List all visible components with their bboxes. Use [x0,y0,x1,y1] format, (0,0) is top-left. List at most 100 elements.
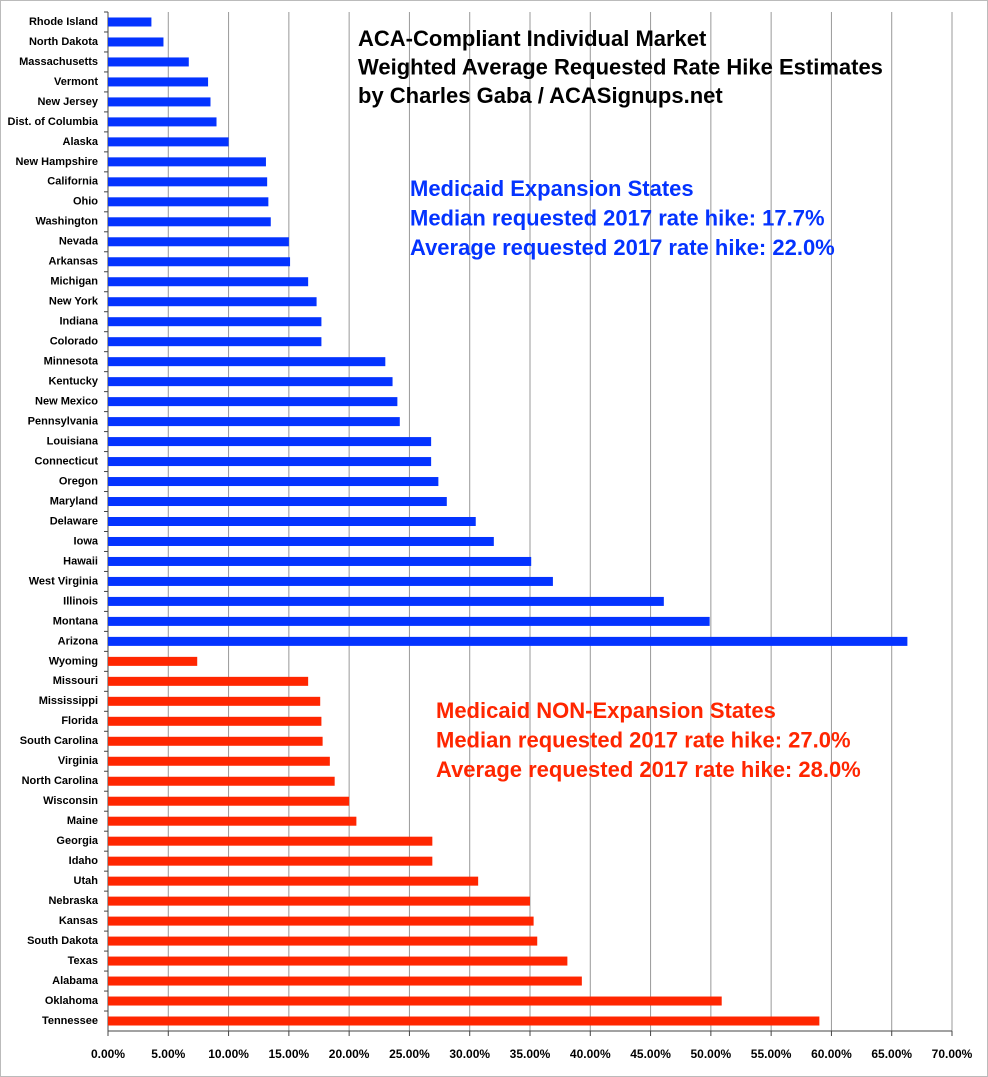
bar [108,636,908,646]
y-tick-label: Montana [53,615,99,627]
y-tick-label: Alabama [52,975,99,987]
y-tick-label: California [47,176,99,188]
y-tick-label: Mississippi [39,695,98,707]
annotation: Medicaid NON-Expansion States [436,698,776,723]
bar [108,916,534,926]
y-tick-label: New Hampshire [15,156,98,168]
y-tick-label: Utah [74,875,99,887]
bar [108,357,386,367]
y-tick-label: Tennessee [42,1015,98,1027]
x-tick-label: 15.00% [269,1047,310,1061]
bar [108,856,433,866]
bar [108,517,476,526]
bar [108,536,494,546]
bar [108,976,582,986]
bar [108,417,400,427]
annotation: Median requested 2017 rate hike: 27.0% [436,727,851,752]
y-tick-label: North Dakota [29,36,99,48]
x-tick-label: 35.00% [510,1047,551,1061]
y-tick-label: New Jersey [37,96,98,108]
y-tick-label: Arizona [58,635,99,647]
y-tick-label: Pennsylvania [28,416,99,428]
y-tick-label: Missouri [53,675,98,687]
y-tick-label: Wisconsin [43,795,98,807]
x-tick-label: 5.00% [151,1047,185,1061]
bar [108,556,532,566]
y-tick-label: Maine [67,815,98,827]
y-tick-label: Oregon [59,475,98,487]
bar [108,736,323,746]
bar [108,936,538,946]
x-tick-label: 30.00% [449,1047,490,1061]
bar [108,596,664,606]
y-tick-label: South Carolina [20,735,99,747]
bar [108,437,432,447]
bar [108,137,229,147]
bar [108,816,357,826]
y-tick-label: Alaska [63,136,99,148]
bar [108,117,217,127]
bar [108,716,322,726]
y-tick-label: Maryland [50,495,98,507]
y-tick-label: Texas [68,955,98,967]
x-tick-label: 45.00% [630,1047,671,1061]
bar [108,17,152,27]
bar [108,497,447,507]
y-tick-label: Nebraska [48,895,98,907]
annotation: Medicaid Expansion States [410,176,694,201]
bar [108,457,432,467]
bar [108,477,439,487]
y-tick-label: North Carolina [22,775,99,787]
x-tick-label: 70.00% [932,1047,973,1061]
y-tick-label: Indiana [59,316,98,328]
bar [108,836,433,846]
bar [108,57,189,67]
y-tick-label: Minnesota [44,356,99,368]
annotation: Average requested 2017 rate hike: 22.0% [410,235,835,260]
y-tick-label: Wyoming [49,655,98,667]
bar [108,576,553,586]
y-tick-label: Georgia [56,835,98,847]
y-tick-label: Delaware [50,515,98,527]
bar [108,796,350,806]
y-tick-label: Nevada [59,236,99,248]
bar [108,317,322,327]
y-tick-label: South Dakota [27,935,99,947]
bar [108,97,211,107]
annotation: Median requested 2017 rate hike: 17.7% [410,205,825,230]
bar [108,696,321,706]
chart-title: by Charles Gaba / ACASignups.net [358,83,723,108]
y-tick-label: Vermont [54,76,98,88]
bar [108,337,322,347]
x-tick-label: 65.00% [871,1047,912,1061]
y-tick-label: Hawaii [63,555,98,567]
y-tick-label: Michigan [50,276,98,288]
x-tick-label: 60.00% [811,1047,852,1061]
bar [108,77,209,87]
bar [108,217,271,227]
bar [108,397,398,407]
bar [108,896,530,906]
y-tick-label: Virginia [58,755,99,767]
annotation: Average requested 2017 rate hike: 28.0% [436,757,861,782]
bar [108,257,291,267]
bar [108,996,722,1006]
y-tick-label: Ohio [73,196,98,208]
y-tick-label: Oklahoma [45,995,99,1007]
bar [108,616,710,626]
bar [108,197,269,207]
y-tick-label: Florida [61,715,99,727]
y-tick-label: Connecticut [34,455,98,467]
y-tick-label: Idaho [69,855,99,867]
y-tick-label: Kansas [59,915,98,927]
x-tick-label: 55.00% [751,1047,792,1061]
bar [108,956,568,966]
x-tick-label: 25.00% [389,1047,430,1061]
bar [108,656,198,666]
y-tick-label: Washington [35,216,98,228]
chart-title: Weighted Average Requested Rate Hike Est… [358,54,883,79]
x-tick-label: 40.00% [570,1047,611,1061]
y-tick-label: Rhode Island [29,16,98,28]
y-tick-label: Massachusetts [19,56,98,68]
y-tick-label: New York [49,296,99,308]
